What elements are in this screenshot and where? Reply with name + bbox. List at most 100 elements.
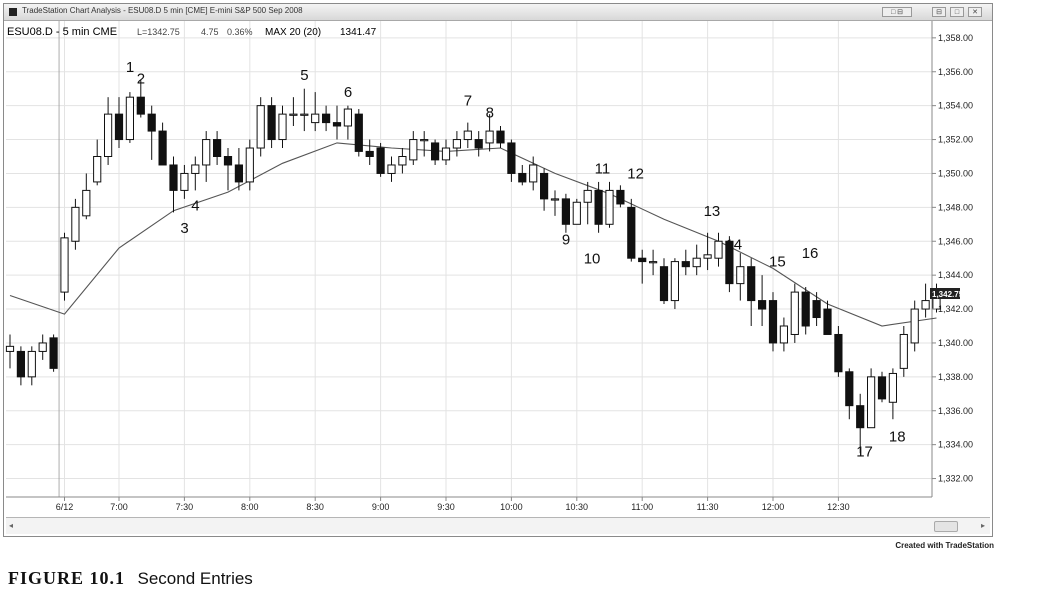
candle	[867, 368, 876, 429]
candle-body	[104, 113, 113, 157]
candle-body	[605, 189, 614, 225]
candle	[114, 97, 124, 149]
candle	[747, 258, 756, 326]
annotation-label: 9	[562, 232, 570, 249]
price-axis: 1,332.00 1,334.00 1,336.00 1,338.00 1,340.00…	[932, 33, 973, 484]
annotation-label: 11	[595, 160, 611, 177]
change-label: 4.75	[201, 27, 219, 37]
candle	[845, 368, 854, 420]
candle	[27, 346, 36, 386]
annotation-label: 5	[300, 67, 308, 84]
candle-body	[376, 147, 385, 174]
candle	[561, 193, 570, 233]
candle-body	[452, 139, 461, 149]
candle-body	[147, 113, 156, 132]
candle-body	[234, 164, 244, 183]
figure-number: FIGURE 10.1	[8, 568, 126, 588]
candle	[529, 156, 538, 191]
x-tick-label: 7:30	[176, 502, 194, 512]
candle	[605, 181, 614, 228]
candle-body	[158, 130, 167, 166]
candle	[758, 275, 767, 326]
scrollbar-thumb[interactable]	[934, 521, 958, 532]
x-tick-label: 8:30	[306, 502, 324, 512]
candle-body	[834, 333, 843, 373]
x-tick-label: 10:00	[500, 502, 523, 512]
window-title: TradeStation Chart Analysis - ESU08.D 5 …	[22, 6, 303, 15]
candle	[649, 249, 658, 276]
restore-layout-button[interactable]: □ ⊟	[882, 7, 912, 17]
symbol-label: ESU08.D - 5 min CME	[7, 26, 117, 38]
candle	[354, 109, 363, 157]
candle-body	[191, 164, 200, 174]
candle	[278, 105, 287, 149]
indicator-value: 1341.47	[340, 27, 377, 38]
candle-body	[572, 201, 581, 225]
candle-body	[867, 376, 876, 429]
candle-body	[725, 240, 734, 285]
candle-body	[49, 337, 58, 369]
candle-body	[692, 257, 701, 268]
candle	[725, 236, 734, 293]
candle	[136, 80, 145, 118]
candle-body	[550, 198, 560, 201]
candle-body	[659, 266, 669, 302]
candle-body	[540, 172, 549, 200]
candle	[234, 148, 244, 191]
candle	[474, 131, 483, 157]
candle	[550, 190, 560, 216]
candle-body	[169, 164, 178, 191]
scroll-right-icon[interactable]: ▸	[980, 521, 985, 530]
candle-body	[463, 130, 472, 141]
candle	[540, 168, 549, 211]
annotation-label: 15	[769, 254, 786, 271]
candle	[60, 232, 69, 301]
moving-average-line	[9, 142, 937, 327]
candle	[202, 131, 211, 182]
candle	[703, 232, 712, 271]
maximize-button[interactable]: □	[950, 7, 964, 17]
candle-body	[561, 198, 570, 225]
y-tick-label: 1,336.00	[938, 406, 973, 416]
candle-body	[638, 257, 647, 263]
y-tick-label: 1,348.00	[938, 202, 973, 212]
annotation-label: 16	[802, 245, 819, 262]
x-tick-label: 12:00	[762, 502, 785, 512]
annotation-label: 17	[856, 444, 873, 461]
annotation-label: 8	[486, 105, 494, 122]
annotation-label: 10	[584, 250, 601, 267]
candle	[332, 105, 342, 140]
candle-body	[60, 237, 69, 293]
candle-body	[507, 142, 516, 174]
candle-body	[213, 139, 222, 158]
candle	[322, 105, 331, 132]
candle-body	[16, 350, 25, 378]
candle-body	[431, 142, 440, 161]
candle-body	[245, 147, 254, 183]
y-tick-label: 1,354.00	[938, 101, 973, 111]
candle	[485, 114, 494, 152]
candle	[801, 287, 810, 335]
candle-body	[27, 350, 36, 378]
candle	[681, 249, 690, 276]
candle-body	[703, 254, 712, 259]
x-tick-label: 9:30	[437, 502, 455, 512]
candle-body	[114, 113, 124, 141]
x-tick-label: 12:30	[827, 502, 850, 512]
candle-body	[398, 156, 407, 166]
close-button[interactable]: ✕	[968, 7, 982, 17]
candle	[191, 156, 200, 191]
minimize-button[interactable]: ⊟	[932, 7, 946, 17]
candle-body	[136, 96, 145, 115]
y-tick-label: 1,332.00	[938, 474, 973, 484]
annotation-label: 18	[889, 428, 906, 445]
scroll-left-icon[interactable]: ◂	[9, 521, 14, 530]
change-pct-label: 0.36%	[227, 27, 253, 37]
horizontal-scrollbar[interactable]: ◂ ▸	[6, 517, 990, 534]
candle	[627, 198, 636, 262]
moving-average-series	[9, 142, 937, 327]
candle-body	[485, 130, 494, 144]
x-tick-label: 6/12	[56, 502, 74, 512]
